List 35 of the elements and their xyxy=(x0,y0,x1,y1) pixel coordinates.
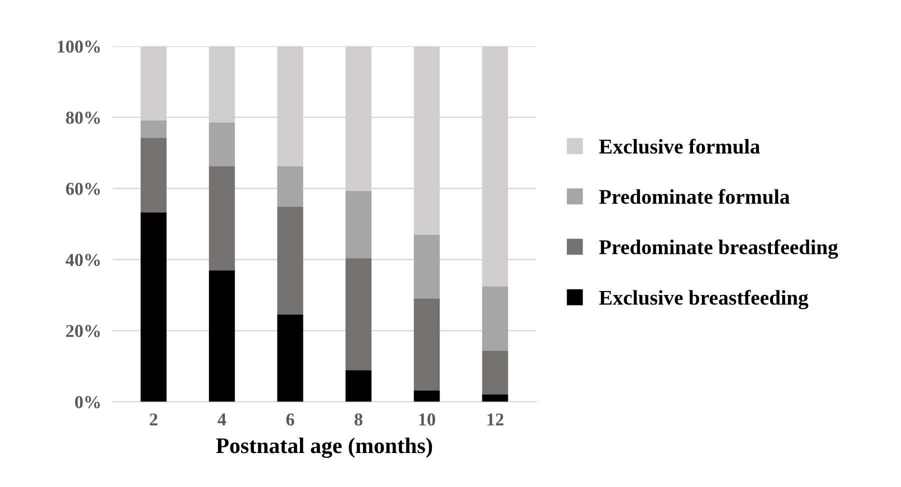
bar xyxy=(414,298,440,390)
bar xyxy=(140,138,167,212)
x-tick-label: 4 xyxy=(218,414,226,426)
y-tick-label: 60% xyxy=(66,182,100,195)
bar xyxy=(140,212,167,402)
y-tick-label: 0% xyxy=(75,396,100,408)
y-tick-label: 80% xyxy=(66,112,100,124)
legend-label: Exclusive formula xyxy=(599,138,760,154)
bar xyxy=(277,206,304,314)
bar xyxy=(277,314,304,402)
bar xyxy=(482,350,508,394)
bar xyxy=(346,258,372,370)
x-tick-label: 6 xyxy=(286,413,294,426)
bar xyxy=(414,390,440,402)
bar xyxy=(482,286,508,351)
bar xyxy=(208,166,235,270)
bar xyxy=(482,394,508,402)
x-tick-label: 8 xyxy=(354,413,362,426)
x-tick-label: 10 xyxy=(419,413,436,426)
bar xyxy=(208,122,235,166)
y-tick-label: 100% xyxy=(58,40,100,53)
bar xyxy=(208,270,235,402)
y-tick-label: 40% xyxy=(66,254,100,266)
y-tick-label: 20% xyxy=(66,324,100,338)
bar xyxy=(346,370,372,402)
x-axis-title: Postnatal age (months) xyxy=(216,438,432,458)
bar xyxy=(140,120,167,138)
legend-label: Predominate formula xyxy=(599,189,790,204)
legend-label: Exclusive breastfeeding xyxy=(599,290,808,310)
bar xyxy=(414,234,440,298)
legend-label: Predominate breastfeeding xyxy=(599,239,838,259)
x-tick-label: 2 xyxy=(150,413,158,426)
bar xyxy=(346,190,372,258)
bar xyxy=(277,166,304,207)
x-tick-label: 12 xyxy=(488,413,504,426)
